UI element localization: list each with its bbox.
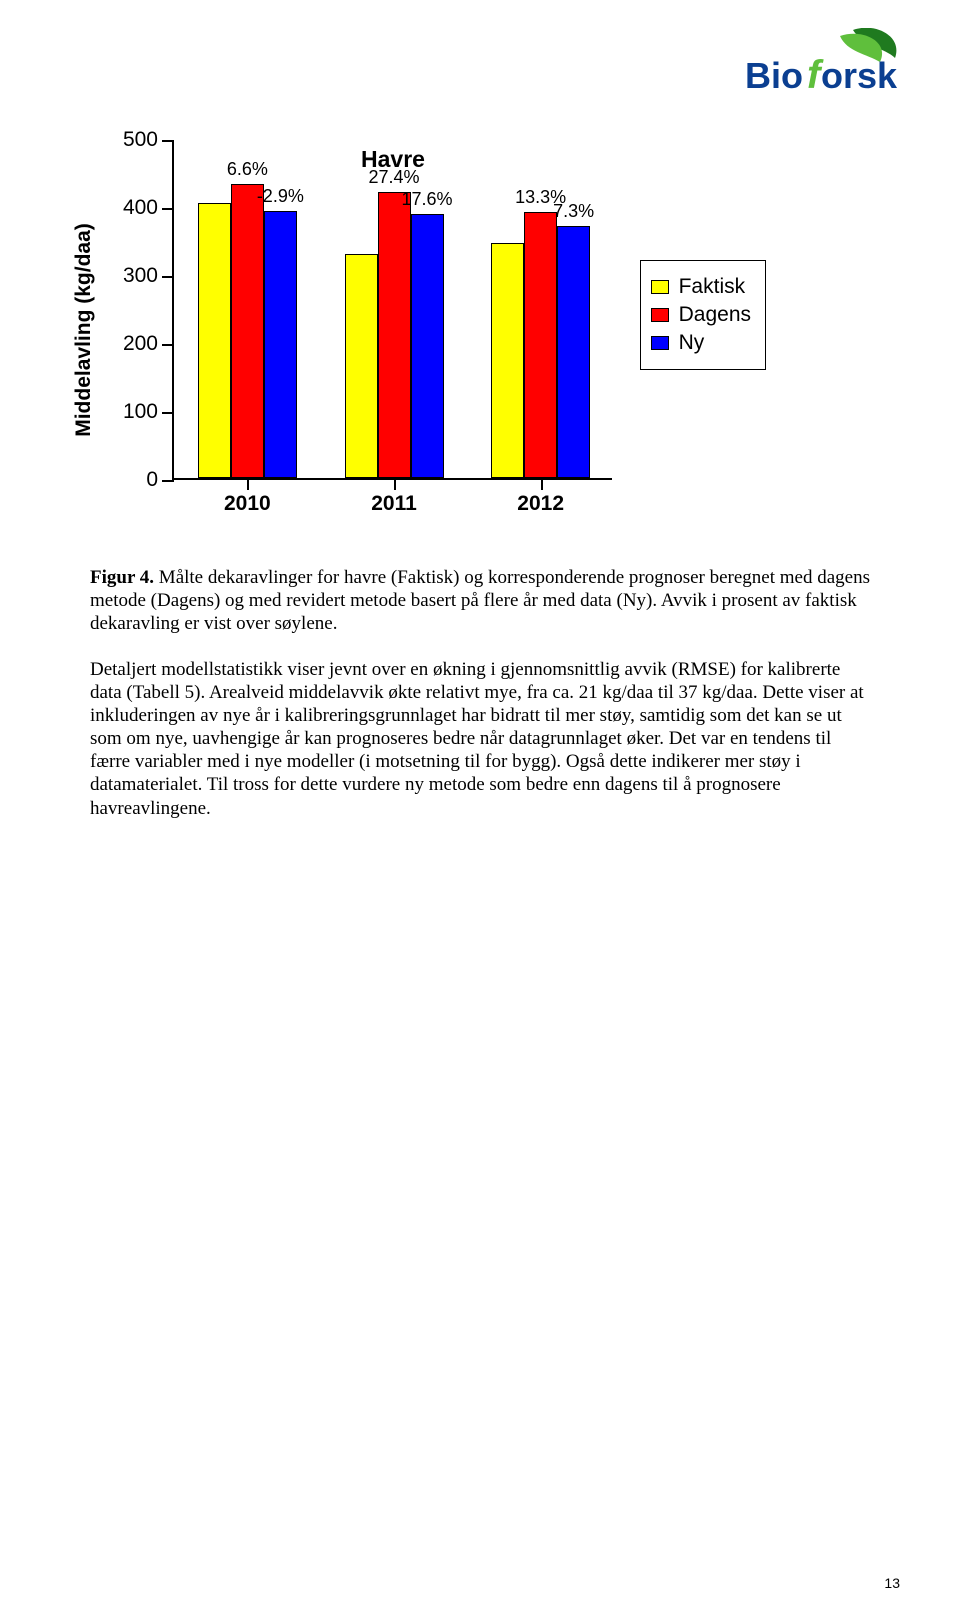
figure-caption: Figur 4. Målte dekaravlinger for havre (… <box>90 566 870 636</box>
chart-bar <box>264 211 297 478</box>
chart-ytick <box>162 480 174 482</box>
logo-bio-text: Bio <box>745 55 803 96</box>
chart-bar-pct-label: 6.6% <box>227 159 268 180</box>
havre-chart: Middelavling (kg/daa) Havre 010020030040… <box>94 140 784 520</box>
chart-xtick-label: 2010 <box>224 492 271 516</box>
chart-bar <box>378 192 411 478</box>
page-number: 13 <box>884 1575 900 1591</box>
chart-bar-pct-label: -2.9% <box>257 186 304 207</box>
chart-xtick <box>394 478 396 490</box>
chart-ytick <box>162 208 174 210</box>
legend-row: Faktisk <box>651 275 751 299</box>
body-paragraph: Detaljert modellstatistikk viser jevnt o… <box>90 658 870 820</box>
chart-legend: Faktisk Dagens Ny <box>640 260 766 370</box>
legend-label: Faktisk <box>679 275 746 299</box>
chart-ytick <box>162 140 174 142</box>
chart-ytick <box>162 344 174 346</box>
chart-bar <box>557 226 590 478</box>
chart-ytick-label: 200 <box>123 332 158 356</box>
legend-row: Ny <box>651 331 751 355</box>
legend-swatch <box>651 280 669 294</box>
legend-row: Dagens <box>651 303 751 327</box>
chart-xtick <box>247 478 249 490</box>
chart-ytick-label: 100 <box>123 400 158 424</box>
chart-xtick <box>541 478 543 490</box>
chart-bar <box>411 214 444 478</box>
chart-bar <box>345 254 378 478</box>
chart-ytick <box>162 276 174 278</box>
bioforsk-logo: Bio f orsk <box>745 28 910 98</box>
legend-swatch <box>651 308 669 322</box>
chart-ytick-label: 500 <box>123 128 158 152</box>
chart-plot-area: Havre 010020030040050020106.6%-2.9%20112… <box>172 140 612 480</box>
figure-label: Figur 4. <box>90 567 154 588</box>
chart-bar-pct-label: 27.4% <box>368 167 419 188</box>
chart-bar-pct-label: 17.6% <box>401 189 452 210</box>
chart-ytick-label: 400 <box>123 196 158 220</box>
chart-bar <box>524 212 557 478</box>
chart-ytick-label: 300 <box>123 264 158 288</box>
legend-label: Ny <box>679 331 705 355</box>
chart-bar-pct-label: 7.3% <box>553 201 594 222</box>
chart-bar <box>491 243 524 478</box>
chart-ytick-label: 0 <box>146 468 158 492</box>
chart-ytick <box>162 412 174 414</box>
chart-bar <box>231 184 264 478</box>
legend-label: Dagens <box>679 303 751 327</box>
chart-xtick-label: 2011 <box>371 492 417 516</box>
logo-orsk-text: orsk <box>821 55 898 96</box>
chart-xtick-label: 2012 <box>517 492 564 516</box>
legend-swatch <box>651 336 669 350</box>
chart-y-axis-label: Middelavling (kg/daa) <box>72 223 96 437</box>
figure-caption-text: Målte dekaravlinger for havre (Faktisk) … <box>90 567 870 634</box>
chart-bar <box>198 203 231 478</box>
